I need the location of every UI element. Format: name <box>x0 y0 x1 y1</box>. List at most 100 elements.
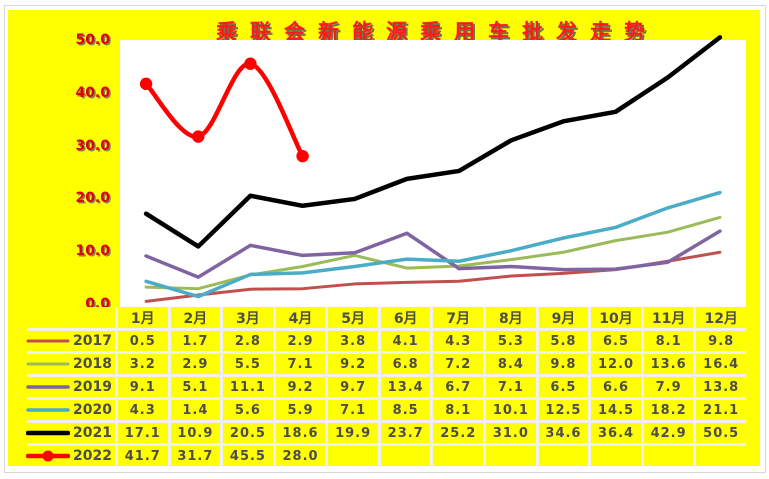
value-cell: 9.2 <box>275 377 326 397</box>
y-axis-tick-label: 20.0 <box>75 190 110 207</box>
value-cell: 42.9 <box>643 423 694 443</box>
value-cell: 25.2 <box>433 423 484 443</box>
value-cell: 7.9 <box>643 377 694 397</box>
value-cell: 16.4 <box>696 354 746 374</box>
value-cell: 5.9 <box>275 400 326 420</box>
value-cell: 9.8 <box>538 354 589 374</box>
value-cell: 9.2 <box>328 354 378 374</box>
value-cell: 8.5 <box>380 400 431 420</box>
value-cell: 5.6 <box>223 400 273 420</box>
value-cell: 5.1 <box>170 377 221 397</box>
month-header-cell: 2月 <box>170 307 221 328</box>
data-table: 1月 2月 3月 4月 5月 6月 7月 8月 9月 10月 11月 12月 2017 0.5 1.7 2.8… <box>26 307 746 466</box>
value-cell <box>380 446 431 466</box>
value-cell: 3.8 <box>328 331 378 351</box>
value-cell: 34.6 <box>538 423 589 443</box>
month-header-cell: 12月 <box>696 307 746 328</box>
value-cell: 21.1 <box>696 400 746 420</box>
month-header-cell: 8月 <box>486 307 536 328</box>
y-axis-tick-label: 30.0 <box>75 137 110 154</box>
value-cell: 41.7 <box>118 446 168 466</box>
value-cell: 0.5 <box>118 331 168 351</box>
value-cell <box>433 446 484 466</box>
value-cell: 17.1 <box>118 423 168 443</box>
value-cell: 13.6 <box>643 354 694 374</box>
legend-swatch-2022 <box>26 450 71 462</box>
value-cell: 2.9 <box>275 331 326 351</box>
value-cell: 6.7 <box>433 377 484 397</box>
value-cell: 36.4 <box>591 423 641 443</box>
value-cell: 7.1 <box>275 354 326 374</box>
month-header-cell: 6月 <box>380 307 431 328</box>
value-cell: 18.2 <box>643 400 694 420</box>
value-cell: 7.1 <box>328 400 378 420</box>
value-cell <box>538 446 589 466</box>
month-header-cell: 5月 <box>328 307 378 328</box>
value-cell: 10.1 <box>486 400 536 420</box>
value-cell: 5.3 <box>486 331 536 351</box>
value-cell: 23.7 <box>380 423 431 443</box>
value-cell <box>486 446 536 466</box>
value-cell: 50.5 <box>696 423 746 443</box>
legend-swatch-2017 <box>26 339 70 343</box>
value-cell: 5.5 <box>223 354 273 374</box>
series-marker-2022 <box>296 149 309 163</box>
value-cell: 1.7 <box>170 331 221 351</box>
legend-cell-2022: 2022 <box>26 446 115 466</box>
legend-swatch-2019 <box>26 385 70 389</box>
month-header-cell: 11月 <box>643 307 694 328</box>
value-cell: 31.0 <box>486 423 536 443</box>
value-cell: 3.2 <box>118 354 168 374</box>
month-header-cell: 9月 <box>538 307 589 328</box>
y-axis-tick-label: 50.0 <box>75 32 110 48</box>
legend-cell-2020: 2020 <box>26 400 115 420</box>
value-cell: 2.8 <box>223 331 273 351</box>
value-cell: 4.3 <box>433 331 484 351</box>
value-cell: 6.6 <box>591 377 641 397</box>
month-header-cell: 4月 <box>275 307 326 328</box>
value-cell <box>643 446 694 466</box>
value-cell <box>328 446 378 466</box>
plot-area <box>120 35 746 307</box>
value-cell: 1.4 <box>170 400 221 420</box>
year-label: 2022 <box>73 448 112 464</box>
value-cell: 6.5 <box>538 377 589 397</box>
line-chart <box>139 35 723 303</box>
y-axis: 50.0 40.0 30.0 20.0 10.0 0.0 <box>36 32 110 312</box>
table-corner-cell <box>27 307 115 328</box>
series-marker-2022 <box>192 130 205 143</box>
year-label: 2017 <box>73 333 112 349</box>
legend-cell-2017: 2017 <box>26 331 115 351</box>
month-header-cell: 1月 <box>118 307 168 328</box>
value-cell: 18.6 <box>275 423 326 443</box>
value-cell: 12.5 <box>538 400 589 420</box>
value-cell: 6.8 <box>380 354 431 374</box>
series-line-2022 <box>143 61 305 159</box>
series-line-2021 <box>143 35 723 249</box>
legend-swatch-2021 <box>26 430 71 436</box>
legend-swatch-2020 <box>26 408 70 412</box>
value-cell: 45.5 <box>223 446 273 466</box>
series-line-2020 <box>144 190 722 299</box>
value-cell: 6.5 <box>591 331 641 351</box>
year-label: 2020 <box>73 402 112 418</box>
value-cell: 8.4 <box>486 354 536 374</box>
value-cell <box>591 446 641 466</box>
value-cell: 7.2 <box>433 354 484 374</box>
legend-cell-2018: 2018 <box>26 354 115 374</box>
y-axis-tick-label: 40.0 <box>75 84 110 101</box>
chart-panel: 乘联会新能源乘用车批发走势 50.0 40.0 30.0 20.0 10.0 0.0 1月… <box>8 10 760 466</box>
month-header-cell: 7月 <box>433 307 484 328</box>
y-axis-tick-label: 10.0 <box>75 243 110 260</box>
year-label: 2019 <box>73 379 112 395</box>
series-marker-2022 <box>244 57 257 70</box>
value-cell: 4.3 <box>118 400 168 420</box>
legend-cell-2019: 2019 <box>26 377 115 397</box>
value-cell: 5.8 <box>538 331 589 351</box>
year-label: 2018 <box>73 356 112 372</box>
value-cell: 28.0 <box>275 446 326 466</box>
value-cell: 31.7 <box>170 446 221 466</box>
value-cell: 8.1 <box>643 331 694 351</box>
value-cell: 4.1 <box>380 331 431 351</box>
